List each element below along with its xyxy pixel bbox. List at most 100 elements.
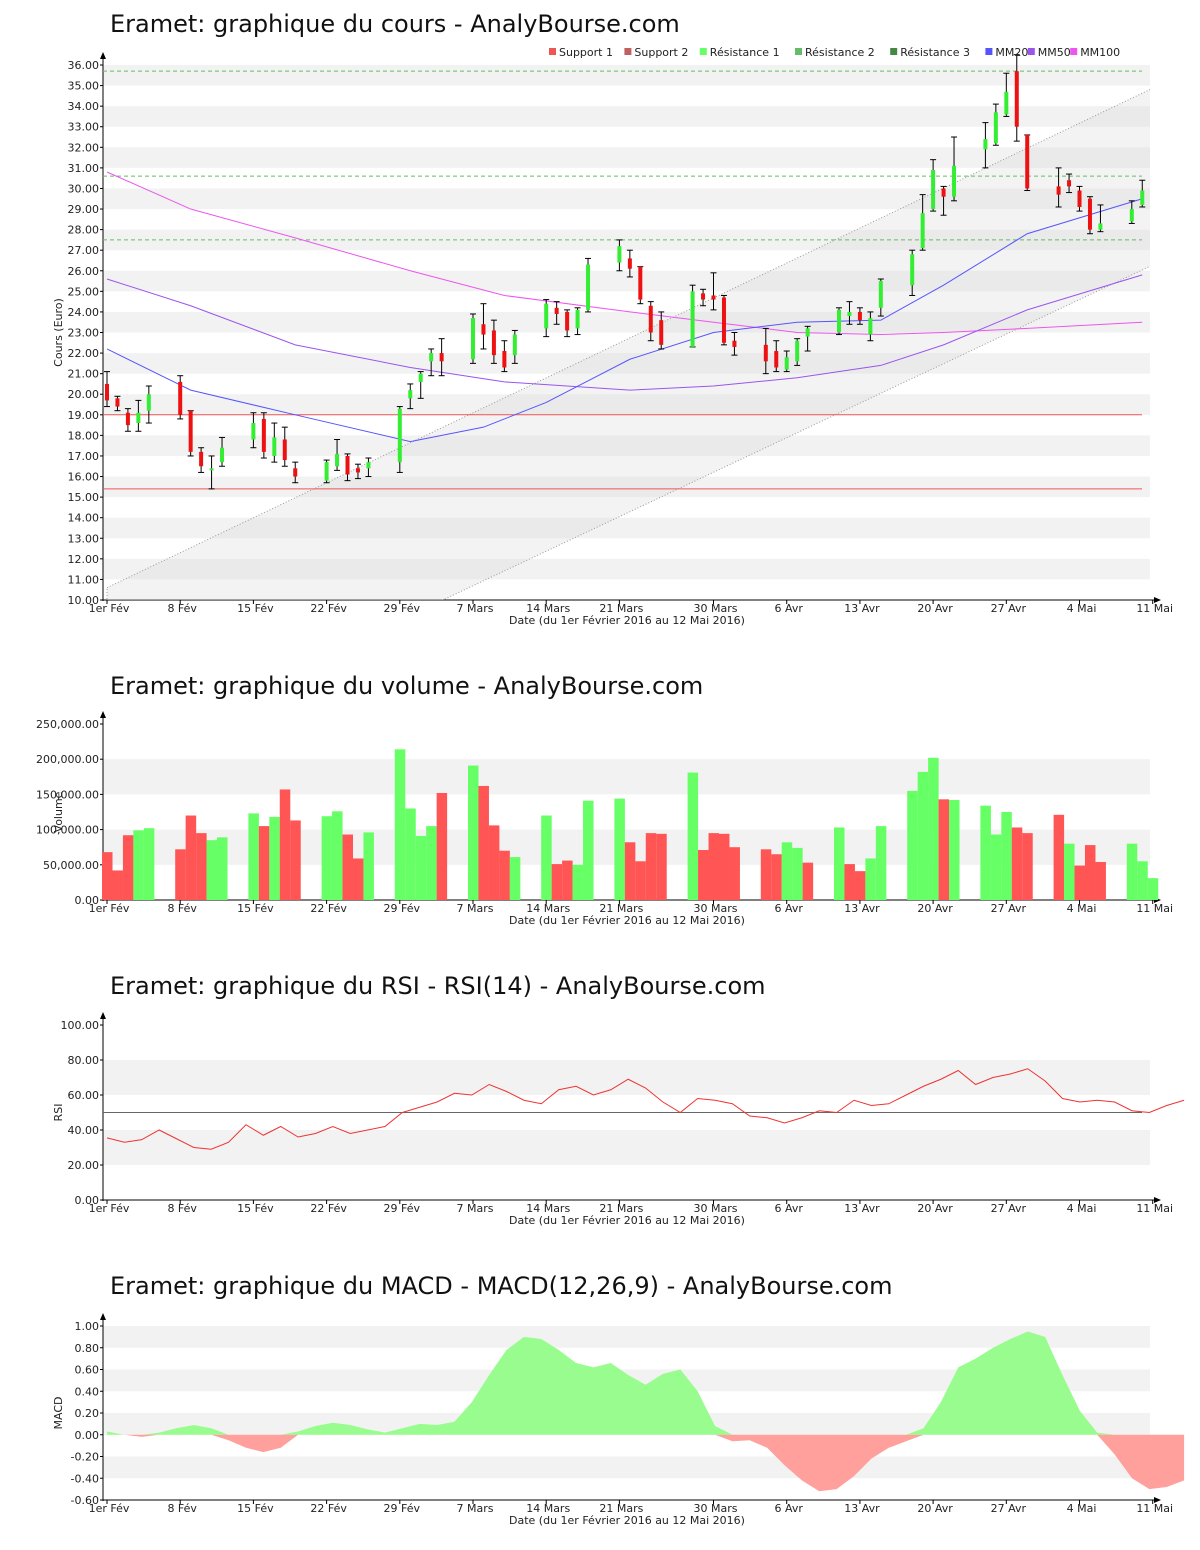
legend-swatch [795,48,802,55]
volume-bar [1011,827,1023,900]
macd-y-tick-label: 0.60 [75,1364,100,1377]
price-y-tick-label: 13.00 [68,532,100,545]
mm50-line [106,274,1143,391]
volume-bar [781,842,793,900]
volume-bar [478,785,489,900]
candle-body [878,281,883,308]
volume-bar [865,858,876,900]
mm20-line [106,198,1143,443]
volume-bar [1022,833,1033,900]
price-y-arrow [100,52,106,59]
candle-body [481,324,486,335]
candle-body [910,254,915,286]
legend-label: Résistance 2 [805,46,875,59]
volume-bar [133,830,144,900]
volume-x-tick-label: 11 Mai [1136,902,1173,915]
volume-bar [1074,865,1086,900]
price-y-tick-label: 15.00 [68,491,100,504]
price-y-tick-label: 35.00 [68,80,100,93]
legend-label: Résistance 1 [710,46,780,59]
rsi-x-tick-label: 30 Mars [694,1202,738,1215]
legend-label: MM100 [1080,46,1120,59]
volume-bar [217,837,228,900]
price-y-tick-label: 19.00 [68,409,100,422]
candle-body [920,213,925,249]
volume-bar [206,840,218,900]
rsi-band [103,1060,1150,1095]
candle-body [617,246,622,263]
volume-bar [363,832,374,900]
volume-bar [907,790,918,900]
candle-body [648,305,653,333]
candle-body [638,266,643,300]
price-band [103,106,1150,127]
candle-body [397,408,402,463]
volume-bar [949,800,960,900]
rsi-x-tick-label: 13 Avr [844,1202,880,1215]
price-y-tick-label: 25.00 [68,285,100,298]
candle-body [711,295,716,300]
rsi-x-tick-label: 14 Mars [526,1202,570,1215]
price-y-tick-label: 14.00 [68,512,100,525]
candle-body [1140,190,1145,205]
volume-x-tick-label: 1er Fév [89,902,130,915]
rsi-x-tick-label: 27 Avr [991,1202,1027,1215]
candle-body [837,309,841,333]
rsi-y-tick-label: 20.00 [68,1159,100,1172]
volume-bar [342,834,354,900]
volume-bar [279,789,291,900]
price-y-tick-label: 31.00 [68,162,100,175]
volume-bar [321,816,333,900]
price-x-tick-label: 20 Avr [917,602,953,615]
macd-x-tick-label: 21 Mars [599,1502,643,1515]
candle-body [784,357,789,370]
volume-bar [645,833,657,900]
volume-bar [802,862,814,900]
price-y-tick-label: 29.00 [68,203,100,216]
price-y-tick-label: 18.00 [68,429,100,442]
candle-body [293,468,298,477]
candle-body [261,418,266,452]
volume-bar [269,816,280,900]
volume-bar [687,772,699,900]
price-x-tick-label: 15 Fév [237,602,274,615]
candle-body [125,412,130,426]
rsi-x-tick-label: 6 Avr [775,1202,804,1215]
candle-body [795,340,800,362]
candle-body [324,462,329,481]
volume-bar [583,800,594,900]
price-x-arrow [1154,597,1161,603]
candle-body [188,410,193,452]
macd-positive-area [107,1331,1185,1435]
volume-x-tick-label: 8 Fév [167,902,197,915]
volume-bar [854,871,866,900]
volume-x-tick-label: 22 Fév [310,902,347,915]
volume-bar [551,864,563,900]
macd-y-tick-label: 1.00 [75,1320,100,1333]
rsi-x-tick-label: 11 Mai [1136,1202,1173,1215]
volume-bar [1126,843,1138,900]
rsi-line [106,1068,1185,1150]
rsi-y-arrow [100,1012,106,1019]
volume-bar [196,833,207,900]
rsi-x-tick-label: 15 Fév [237,1202,274,1215]
candle-body [993,112,998,144]
volume-bar [122,835,134,900]
legend-label: MM50 [1038,46,1071,59]
legend-label: Résistance 3 [900,46,970,59]
candle-body [774,351,779,368]
volume-bar [488,825,500,900]
legend-swatch [985,48,993,55]
price-y-tick-label: 36.00 [68,59,100,72]
volume-y-tick-label: 50,000.00 [43,859,99,872]
price-y-tick-label: 21.00 [68,368,100,381]
volume-bar [656,833,667,900]
candle-body [345,455,350,475]
volume-band [103,759,1150,795]
rsi-y-tick-label: 60.00 [68,1089,100,1102]
candle-body [732,340,737,347]
volume-bar [405,808,416,900]
price-y-tick-label: 11.00 [68,573,100,586]
volume-bar [1095,861,1106,900]
trend-channel [106,88,1150,600]
